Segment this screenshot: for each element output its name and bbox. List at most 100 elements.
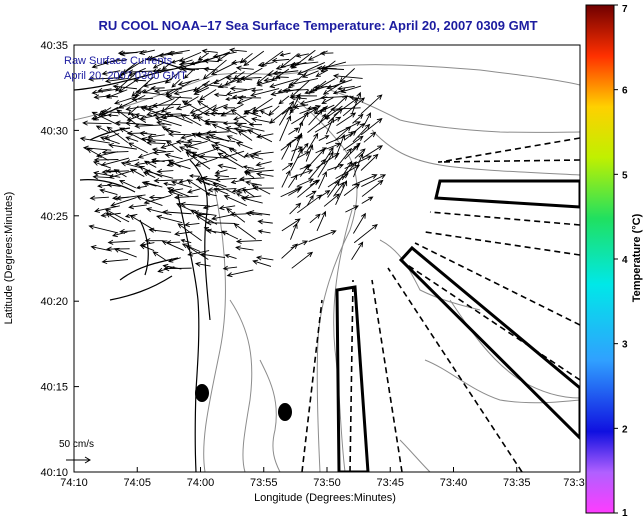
current-vector [279,52,291,57]
current-vector [163,266,192,272]
current-vector [201,48,218,54]
current-vector [233,115,247,121]
current-vector [205,220,236,226]
current-vector [153,112,182,118]
current-vector [351,91,362,115]
dashed-line [399,259,580,381]
current-vector [238,176,265,182]
current-vector [211,144,238,162]
current-vector [165,140,182,153]
currents-legend-line1: Raw Surface Currents [64,55,173,67]
current-vector [128,204,147,210]
current-vector [306,194,314,206]
contour-line [399,439,431,472]
current-vector [319,50,334,56]
current-vector [213,141,237,151]
current-vector [235,238,262,244]
contour-line [203,189,226,472]
current-vector [194,261,211,267]
current-vector [243,150,262,158]
current-vector [288,78,319,87]
current-vector [82,120,112,126]
current-vector [186,140,208,148]
current-vector [315,147,328,154]
colorbar-tick-label: 2 [622,424,628,435]
current-vector [248,210,271,216]
current-vector [257,229,271,234]
current-vector [164,112,193,124]
current-vector [138,165,163,178]
current-vector [95,151,118,158]
coastline-path [109,257,179,301]
current-vector [134,89,146,97]
polygon-shape [398,245,580,441]
current-vector [150,85,165,91]
current-vector [321,97,334,104]
current-vector [107,239,136,245]
current-vector [186,179,210,195]
current-vector [119,127,147,142]
current-vector [235,245,254,251]
current-vector [240,196,263,204]
radar-lines [301,137,580,472]
current-vector [171,180,192,188]
current-vector [243,110,262,118]
y-tick-label: 40:30 [40,125,68,137]
current-vector [139,114,157,121]
current-vector [317,151,334,178]
current-vector [158,52,183,58]
current-vector [288,188,301,196]
current-vector [155,68,174,74]
current-vector [213,70,238,85]
current-vector [353,122,366,133]
dashed-line [439,137,580,163]
dashed-line [429,211,580,226]
current-vector [316,65,344,71]
scale-label: 50 cm/s [59,439,94,450]
current-vector [125,159,140,164]
current-vector [263,77,281,83]
current-vector [255,255,274,261]
current-vector [164,153,183,160]
current-vector [212,51,237,59]
current-vector [251,184,271,195]
current-vector [99,136,120,145]
coastline [74,51,231,472]
current-vector [143,160,157,168]
current-vector [204,118,227,124]
current-vector [138,49,155,56]
current-vector [180,114,202,127]
current-vector [111,231,128,238]
current-vector [309,213,321,224]
current-vector [247,129,273,143]
current-vector [291,146,304,152]
outlined-polygons [335,179,580,472]
current-vector [242,188,255,198]
current-vector [106,126,129,144]
current-vector [127,69,155,75]
x-axis-ticks: 74:10 74:05 74:00 73:55 73:50 73:45 73:40 73:35… [60,467,585,489]
current-vector [190,209,218,225]
current-vector [289,95,307,101]
dashed-line [349,279,354,472]
current-vector [318,170,327,189]
current-vector [295,53,309,58]
current-vector [237,130,253,141]
current-vector [330,106,361,112]
current-vector [88,224,119,234]
current-vector [251,116,273,124]
current-vector [136,195,163,206]
current-vector [291,49,316,69]
current-vector [279,115,292,142]
current-vector [326,79,353,90]
current-vector [104,209,130,223]
current-vector [281,141,292,160]
current-vector [146,106,174,117]
current-vector [351,241,364,260]
current-vector [178,51,202,62]
black-marker [278,403,292,421]
current-vector [305,144,314,162]
current-vector [207,187,236,193]
current-vector [192,104,217,119]
current-vector [226,135,244,144]
